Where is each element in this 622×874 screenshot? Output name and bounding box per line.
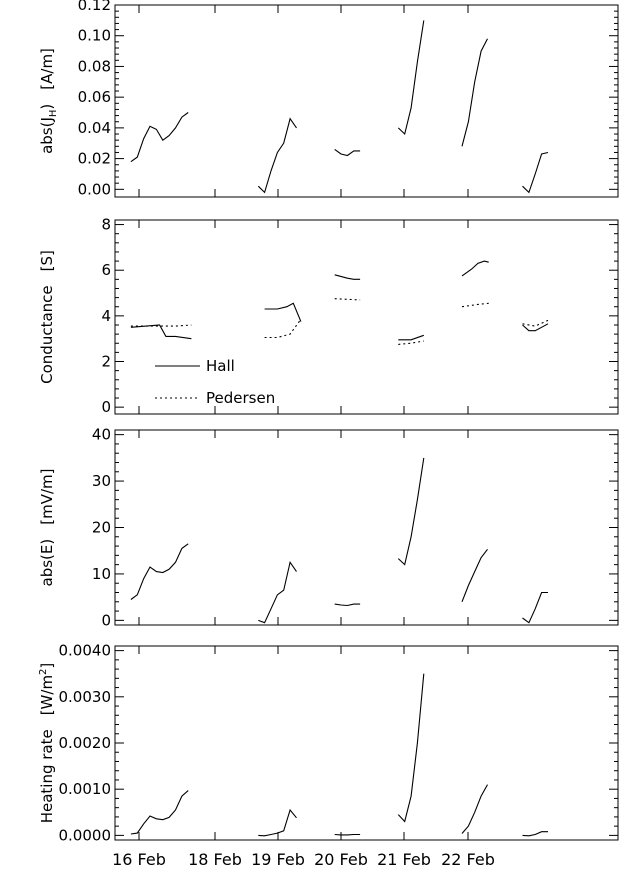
y-tick-label: 0.08 (78, 57, 111, 75)
y-tick-label: 0.06 (78, 88, 111, 106)
x-tick-label: 19 Feb (251, 850, 305, 869)
y-tick-label: 20 (92, 519, 111, 537)
series-line-segment (334, 603, 361, 607)
y-tick-label: 0.04 (78, 119, 111, 137)
series-line-segment (461, 548, 488, 603)
y-axis-unit-superscript: 2 (38, 669, 49, 675)
panel-frame (114, 4, 619, 198)
y-tick-label: 40 (92, 426, 111, 444)
y-tick-label: 0.10 (78, 27, 111, 45)
hall-line-segment (130, 324, 192, 340)
series-line-segment (258, 808, 297, 837)
series-line-segment (397, 20, 425, 136)
y-axis-label-subscript: H (48, 110, 59, 118)
pedersen-line-segment (130, 324, 192, 327)
y-tick-label: 0.12 (78, 0, 111, 14)
y-tick-label: 2 (101, 353, 111, 371)
y-axis-unit: [W/m (38, 675, 56, 715)
panel-frame (114, 645, 619, 841)
panel-frame (114, 429, 619, 626)
series-line-segment (461, 784, 488, 834)
y-tick-label: 4 (101, 307, 111, 325)
x-tick-label: 22 Feb (441, 850, 495, 869)
y-axis-label-text: Heating rate (38, 729, 56, 823)
pedersen-line-segment (522, 319, 549, 327)
y-axis-label-text: Conductance (38, 285, 56, 384)
y-axis-unit: [S] (38, 250, 56, 271)
legend-pedersen-label: Pedersen (206, 389, 275, 407)
hall-line-segment (461, 260, 489, 277)
series-line-segment (397, 457, 425, 566)
series-line-segment (130, 543, 189, 600)
panel-e: 40 30 20 10 0 abs(E) [mV/m] (38, 426, 619, 629)
x-tick-label: 21 Feb (377, 850, 431, 869)
panel-frame (114, 219, 619, 415)
y-tick-label: 0.02 (78, 150, 111, 168)
hall-line-segment (334, 274, 361, 280)
hall-line-segment (264, 302, 302, 322)
x-tick-label: 20 Feb (314, 850, 368, 869)
y-axis-label-text: abs(E) (38, 539, 56, 587)
y-tick-label: 0.0020 (59, 734, 112, 752)
y-axis-unit: ] (38, 663, 56, 669)
y-axis-unit: [A/m] (38, 48, 56, 90)
y-tick-label: 10 (92, 565, 111, 583)
panel-cond: 8 6 4 2 0 Conductance [S] (38, 216, 619, 416)
y-axis-unit: [mV/m] (38, 469, 56, 525)
y-axis-label: abs(JH) [A/m] (38, 48, 59, 154)
hall-line-segment (398, 334, 424, 341)
series-line-segment (522, 591, 548, 624)
y-tick-label: 0 (101, 611, 111, 629)
y-tick-label: 0.0040 (59, 642, 112, 660)
y-tick-label: 0.0010 (59, 780, 112, 798)
series-line-segment (522, 151, 549, 194)
pedersen-line-segment (264, 318, 302, 339)
panel-jh: 0.12 0.10 0.08 0.06 0.04 0.02 0.00 abs(JH) [A/m] (38, 0, 619, 198)
y-axis-label-text: ) (38, 104, 56, 110)
series-line-segment (522, 831, 548, 837)
series-line-segment (258, 560, 297, 624)
pedersen-line-segment (398, 340, 424, 345)
y-tick-label: 0.00 (78, 180, 111, 198)
y-tick-label: 0 (101, 398, 111, 416)
x-tick-label: 16 Feb (112, 850, 166, 869)
y-tick-label: 0.0030 (59, 688, 112, 706)
x-tick-label: 18 Feb (188, 850, 242, 869)
series-line-segment (334, 148, 361, 157)
y-axis-label: abs(E) [mV/m] (38, 469, 56, 587)
series-line-segment (397, 673, 425, 823)
pedersen-line-segment (334, 298, 361, 301)
y-axis-label: Heating rate [W/m2] (38, 663, 56, 824)
series-line-segment (130, 790, 189, 835)
y-axis-label: Conductance [S] (38, 250, 56, 384)
y-tick-label: 6 (101, 261, 111, 279)
pedersen-line-segment (461, 302, 489, 308)
hall-line-segment (522, 323, 549, 332)
series-line-segment (461, 38, 488, 147)
y-tick-label: 8 (101, 216, 111, 234)
series-line-segment (257, 117, 297, 194)
y-axis-label-text: abs(J (38, 117, 56, 154)
legend-hall-label: Hall (206, 357, 235, 375)
legend: Hall Pedersen (155, 357, 275, 407)
y-tick-label: 30 (92, 472, 111, 490)
series-line-segment (130, 112, 189, 163)
y-tick-label: 0.0000 (59, 826, 112, 844)
